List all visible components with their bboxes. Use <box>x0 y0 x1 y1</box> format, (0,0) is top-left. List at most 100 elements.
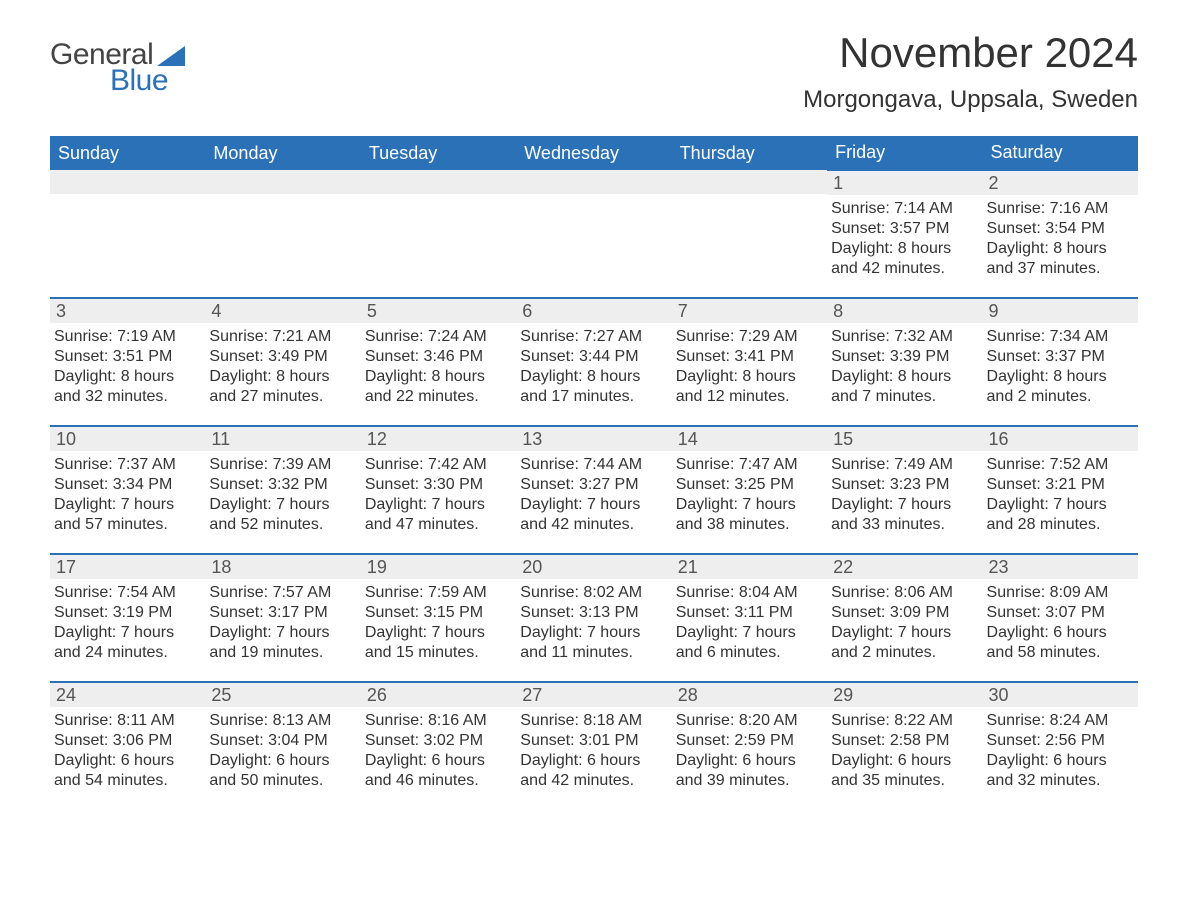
calendar-cell: 13Sunrise: 7:44 AMSunset: 3:27 PMDayligh… <box>516 426 671 554</box>
calendar-cell: 6Sunrise: 7:27 AMSunset: 3:44 PMDaylight… <box>516 298 671 426</box>
day-number: 26 <box>361 683 516 707</box>
sunrise-line: Sunrise: 7:52 AM <box>987 455 1132 475</box>
sunset-line: Sunset: 3:19 PM <box>54 603 199 623</box>
day-details: Sunrise: 7:27 AMSunset: 3:44 PMDaylight:… <box>516 323 671 407</box>
sunset-line: Sunset: 3:30 PM <box>365 475 510 495</box>
calendar-cell: 25Sunrise: 8:13 AMSunset: 3:04 PMDayligh… <box>205 682 360 810</box>
day-details: Sunrise: 8:22 AMSunset: 2:58 PMDaylight:… <box>827 707 982 791</box>
day-details: Sunrise: 7:16 AMSunset: 3:54 PMDaylight:… <box>983 195 1138 279</box>
sunset-line: Sunset: 3:32 PM <box>209 475 354 495</box>
day-details: Sunrise: 7:49 AMSunset: 3:23 PMDaylight:… <box>827 451 982 535</box>
sunrise-line: Sunrise: 7:16 AM <box>987 199 1132 219</box>
page-title: November 2024 <box>803 30 1138 76</box>
sunrise-line: Sunrise: 7:59 AM <box>365 583 510 603</box>
sunset-line: Sunset: 3:34 PM <box>54 475 199 495</box>
sunrise-line: Sunrise: 7:29 AM <box>676 327 821 347</box>
daylight-line: Daylight: 6 hours and 54 minutes. <box>54 751 199 791</box>
brand-logo: General Blue <box>50 38 185 98</box>
calendar-cell-empty <box>205 170 360 298</box>
day-number: 9 <box>983 299 1138 323</box>
day-number: 30 <box>983 683 1138 707</box>
day-details: Sunrise: 7:59 AMSunset: 3:15 PMDaylight:… <box>361 579 516 663</box>
day-number: 22 <box>827 555 982 579</box>
sunrise-line: Sunrise: 8:20 AM <box>676 711 821 731</box>
sunrise-line: Sunrise: 8:22 AM <box>831 711 976 731</box>
day-details: Sunrise: 7:52 AMSunset: 3:21 PMDaylight:… <box>983 451 1138 535</box>
daylight-line: Daylight: 7 hours and 6 minutes. <box>676 623 821 663</box>
sunset-line: Sunset: 3:25 PM <box>676 475 821 495</box>
weekday-header: Friday <box>827 136 982 170</box>
daylight-line: Daylight: 6 hours and 58 minutes. <box>987 623 1132 663</box>
sunset-line: Sunset: 2:59 PM <box>676 731 821 751</box>
calendar-cell-empty <box>50 170 205 298</box>
calendar-row: 3Sunrise: 7:19 AMSunset: 3:51 PMDaylight… <box>50 298 1138 426</box>
sunrise-line: Sunrise: 8:02 AM <box>520 583 665 603</box>
day-details: Sunrise: 8:09 AMSunset: 3:07 PMDaylight:… <box>983 579 1138 663</box>
sunset-line: Sunset: 3:13 PM <box>520 603 665 623</box>
daylight-line: Daylight: 7 hours and 24 minutes. <box>54 623 199 663</box>
daylight-line: Daylight: 7 hours and 38 minutes. <box>676 495 821 535</box>
title-block: November 2024 Morgongava, Uppsala, Swede… <box>803 30 1138 128</box>
day-number: 14 <box>672 427 827 451</box>
daylight-line: Daylight: 7 hours and 42 minutes. <box>520 495 665 535</box>
sunrise-line: Sunrise: 7:32 AM <box>831 327 976 347</box>
brand-part2: Blue <box>110 64 185 98</box>
sunrise-line: Sunrise: 7:27 AM <box>520 327 665 347</box>
sunset-line: Sunset: 3:09 PM <box>831 603 976 623</box>
day-details: Sunrise: 7:47 AMSunset: 3:25 PMDaylight:… <box>672 451 827 535</box>
day-number: 24 <box>50 683 205 707</box>
calendar-cell: 15Sunrise: 7:49 AMSunset: 3:23 PMDayligh… <box>827 426 982 554</box>
day-details: Sunrise: 7:14 AMSunset: 3:57 PMDaylight:… <box>827 195 982 279</box>
sail-icon <box>157 46 185 66</box>
calendar-cell: 10Sunrise: 7:37 AMSunset: 3:34 PMDayligh… <box>50 426 205 554</box>
calendar-cell: 19Sunrise: 7:59 AMSunset: 3:15 PMDayligh… <box>361 554 516 682</box>
calendar-cell: 29Sunrise: 8:22 AMSunset: 2:58 PMDayligh… <box>827 682 982 810</box>
day-number: 15 <box>827 427 982 451</box>
day-number-empty <box>50 170 205 194</box>
day-details: Sunrise: 7:37 AMSunset: 3:34 PMDaylight:… <box>50 451 205 535</box>
day-number: 8 <box>827 299 982 323</box>
sunrise-line: Sunrise: 8:18 AM <box>520 711 665 731</box>
page: General Blue November 2024 Morgongava, U… <box>0 0 1188 830</box>
weekday-header-row: Sunday Monday Tuesday Wednesday Thursday… <box>50 136 1138 170</box>
location: Morgongava, Uppsala, Sweden <box>803 86 1138 114</box>
sunrise-line: Sunrise: 8:06 AM <box>831 583 976 603</box>
day-details: Sunrise: 8:24 AMSunset: 2:56 PMDaylight:… <box>983 707 1138 791</box>
sunrise-line: Sunrise: 7:24 AM <box>365 327 510 347</box>
calendar-cell: 9Sunrise: 7:34 AMSunset: 3:37 PMDaylight… <box>983 298 1138 426</box>
weekday-header: Monday <box>205 136 360 170</box>
day-number: 7 <box>672 299 827 323</box>
daylight-line: Daylight: 7 hours and 47 minutes. <box>365 495 510 535</box>
daylight-line: Daylight: 6 hours and 46 minutes. <box>365 751 510 791</box>
sunset-line: Sunset: 3:07 PM <box>987 603 1132 623</box>
daylight-line: Daylight: 6 hours and 50 minutes. <box>209 751 354 791</box>
day-details: Sunrise: 7:19 AMSunset: 3:51 PMDaylight:… <box>50 323 205 407</box>
weekday-header: Saturday <box>983 136 1138 170</box>
day-number: 19 <box>361 555 516 579</box>
calendar-cell: 2Sunrise: 7:16 AMSunset: 3:54 PMDaylight… <box>983 170 1138 298</box>
day-number: 29 <box>827 683 982 707</box>
sunrise-line: Sunrise: 8:11 AM <box>54 711 199 731</box>
day-details: Sunrise: 7:32 AMSunset: 3:39 PMDaylight:… <box>827 323 982 407</box>
sunset-line: Sunset: 3:21 PM <box>987 475 1132 495</box>
sunset-line: Sunset: 3:01 PM <box>520 731 665 751</box>
sunrise-line: Sunrise: 7:57 AM <box>209 583 354 603</box>
day-details: Sunrise: 8:02 AMSunset: 3:13 PMDaylight:… <box>516 579 671 663</box>
daylight-line: Daylight: 8 hours and 42 minutes. <box>831 239 976 279</box>
weekday-header: Thursday <box>672 136 827 170</box>
daylight-line: Daylight: 7 hours and 28 minutes. <box>987 495 1132 535</box>
day-number: 25 <box>205 683 360 707</box>
day-details: Sunrise: 7:24 AMSunset: 3:46 PMDaylight:… <box>361 323 516 407</box>
daylight-line: Daylight: 8 hours and 22 minutes. <box>365 367 510 407</box>
sunset-line: Sunset: 3:54 PM <box>987 219 1132 239</box>
sunrise-line: Sunrise: 8:16 AM <box>365 711 510 731</box>
day-details: Sunrise: 8:06 AMSunset: 3:09 PMDaylight:… <box>827 579 982 663</box>
day-number: 21 <box>672 555 827 579</box>
day-details: Sunrise: 7:44 AMSunset: 3:27 PMDaylight:… <box>516 451 671 535</box>
calendar-cell: 1Sunrise: 7:14 AMSunset: 3:57 PMDaylight… <box>827 170 982 298</box>
calendar-cell: 17Sunrise: 7:54 AMSunset: 3:19 PMDayligh… <box>50 554 205 682</box>
day-details: Sunrise: 8:16 AMSunset: 3:02 PMDaylight:… <box>361 707 516 791</box>
calendar-row: 1Sunrise: 7:14 AMSunset: 3:57 PMDaylight… <box>50 170 1138 298</box>
day-number: 3 <box>50 299 205 323</box>
sunrise-line: Sunrise: 8:04 AM <box>676 583 821 603</box>
